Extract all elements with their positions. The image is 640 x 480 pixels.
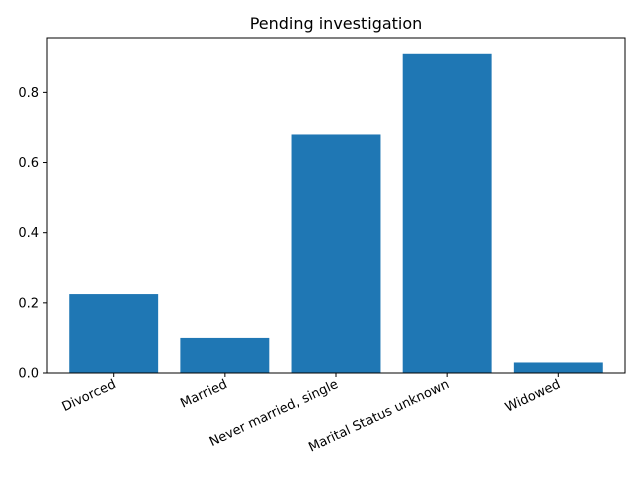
y-tick-label-1: 0.2 <box>18 296 39 311</box>
y-tick-label-3: 0.6 <box>18 156 39 171</box>
bar-3 <box>402 53 492 373</box>
bar-0 <box>69 294 159 373</box>
y-axis: 0.0 0.2 0.4 0.6 0.8 <box>18 86 47 382</box>
plot-frame <box>46 37 626 374</box>
y-tick-label-2: 0.4 <box>18 226 39 241</box>
bar-4 <box>513 362 603 373</box>
y-tick-label-4: 0.8 <box>18 86 39 101</box>
bars-group <box>69 53 603 373</box>
x-tick-label-0: Divorced <box>60 377 119 415</box>
x-tick-label-1: Married <box>178 377 229 412</box>
x-tick-label-4: Widowed <box>503 377 563 416</box>
bar-1 <box>180 337 270 373</box>
chart-title: Pending investigation <box>250 14 423 33</box>
bar-2 <box>291 134 381 373</box>
y-tick-label-0: 0.0 <box>18 367 39 382</box>
